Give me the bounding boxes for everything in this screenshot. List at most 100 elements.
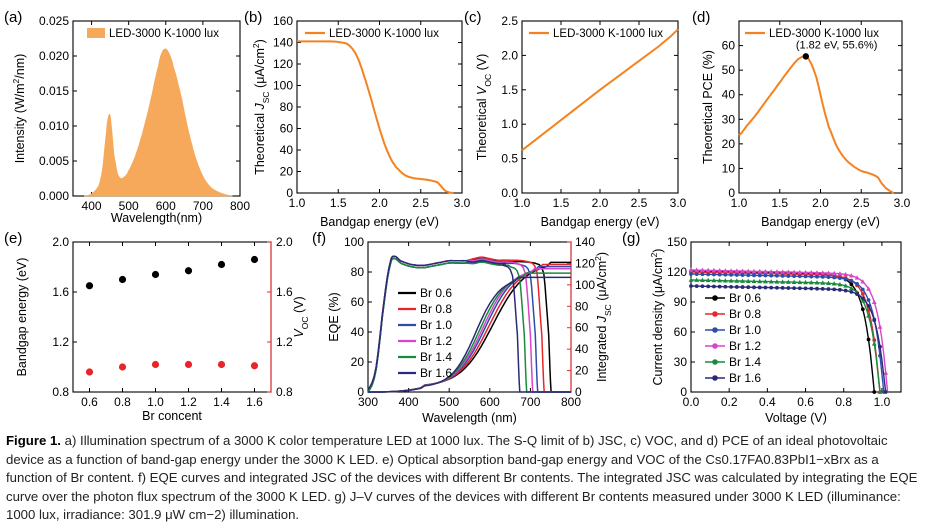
jv-marker xyxy=(849,278,854,283)
jv-marker xyxy=(826,287,831,291)
jv-marker xyxy=(860,292,865,296)
y-tick-label: 0 xyxy=(286,186,293,200)
y-tick-label: 80 xyxy=(280,100,294,114)
jv-marker xyxy=(803,286,808,291)
x-axis-label: Wavelength (nm) xyxy=(422,411,517,425)
jv-marker xyxy=(786,286,791,290)
panel-c-letter: (c) xyxy=(464,9,482,26)
bandgap-point xyxy=(118,275,127,284)
y-axis-label: Theoretical PCE (%) xyxy=(701,50,715,164)
figure-label: Figure 1. xyxy=(6,433,61,448)
jv-marker xyxy=(734,285,739,289)
y-tick-label-right: 2.0 xyxy=(276,235,293,249)
y-tick-label: 1.6 xyxy=(52,285,69,299)
y-tick-label-right: 140 xyxy=(575,235,595,249)
jv-marker xyxy=(855,281,859,286)
y-tick-label: 1.5 xyxy=(501,83,518,97)
panel-a: (a) 400 500 600 700 800 0.000 0.005 0.010 0.015 0… xyxy=(4,9,250,225)
y-tick-label: 2.0 xyxy=(501,48,518,62)
panel-e: (e) 0.6 0.8 1.0 1.2 1.4 1.6 0.8 1.2 1.6 2.0 0.8 1.2… xyxy=(4,230,310,423)
legend-marker xyxy=(712,311,718,317)
y-tick-label-right: 80 xyxy=(575,299,589,313)
x-tick-label: 1.0 xyxy=(289,196,306,210)
jv-marker xyxy=(877,389,883,394)
jv-marker xyxy=(689,284,693,288)
jv-marker xyxy=(757,285,762,290)
legend-marker xyxy=(712,343,718,349)
x-tick-label: 3.0 xyxy=(894,196,911,210)
jv-curve xyxy=(691,273,885,393)
legend-label: Br 0.8 xyxy=(420,302,452,316)
jv-marker xyxy=(700,284,705,289)
x-tick-label: 0.0 xyxy=(683,395,700,409)
jv-marker xyxy=(820,270,826,275)
y-tick-label: 2.5 xyxy=(501,14,518,28)
legend-label: Br 0.8 xyxy=(729,307,761,321)
x-tick-label: 3.0 xyxy=(454,196,471,210)
voc-point xyxy=(217,360,226,369)
jv-marker xyxy=(826,270,831,275)
y-tick-label: 0 xyxy=(680,385,687,399)
jv-marker xyxy=(729,284,733,289)
jv-marker xyxy=(826,275,831,280)
jv-marker xyxy=(792,274,796,279)
panel-g-letter: (g) xyxy=(622,230,640,247)
integrated-jsc-curve xyxy=(368,272,571,393)
y-axis-label-right: Integrated JSC (μA/cm2) xyxy=(593,252,613,382)
x-tick-label: 800 xyxy=(230,199,250,213)
panel-e-letter: (e) xyxy=(4,230,22,247)
x-tick-label: 2.0 xyxy=(371,196,388,210)
panel-a-letter: (a) xyxy=(4,9,22,26)
legend-label: LED-3000 K-1000 lux xyxy=(769,28,879,40)
x-tick-label: 700 xyxy=(193,199,213,213)
bandgap-point xyxy=(85,282,94,290)
jv-marker xyxy=(711,277,717,283)
jv-marker xyxy=(815,274,819,279)
jv-marker xyxy=(803,274,808,279)
y-tick-label: 40 xyxy=(280,143,294,157)
jv-marker xyxy=(797,286,802,291)
y-axis-label-right: VOC (V) xyxy=(292,296,310,337)
y-tick-label: 40 xyxy=(722,88,736,102)
jv-marker xyxy=(815,286,819,291)
jv-marker xyxy=(843,277,848,281)
eqe-curve xyxy=(367,255,571,393)
y-tick-label: 60 xyxy=(351,295,365,309)
bandgap-point xyxy=(151,270,160,279)
y-tick-label: 0 xyxy=(357,385,364,399)
jv-marker xyxy=(700,267,705,273)
jv-marker xyxy=(728,268,734,273)
eqe-curve xyxy=(367,257,571,393)
y-tick-label: 0.015 xyxy=(39,84,69,98)
y-tick-label-right: 120 xyxy=(575,256,595,270)
y-tick-label: 160 xyxy=(273,14,293,28)
x-axis-label: Br concent xyxy=(142,409,202,423)
y-tick-label: 60 xyxy=(722,39,736,53)
y-tick-label: 0.0 xyxy=(501,186,518,200)
jv-marker xyxy=(757,273,762,278)
jv-marker xyxy=(849,282,854,287)
jv-marker xyxy=(832,287,837,292)
jv-marker xyxy=(734,278,740,283)
y-tick-label: 10 xyxy=(722,161,736,175)
x-tick-label: 600 xyxy=(156,199,176,213)
x-tick-label: 1.0 xyxy=(731,196,748,210)
panel-f-letter: (f) xyxy=(312,230,326,247)
jv-marker xyxy=(752,285,756,290)
jv-marker xyxy=(826,280,831,286)
panel-b-letter: (b) xyxy=(244,9,262,26)
jv-marker xyxy=(763,268,768,274)
jv-marker xyxy=(780,279,786,284)
y-axis-label: EQE (%) xyxy=(327,292,341,341)
jv-marker xyxy=(717,284,722,289)
plot-frame xyxy=(72,241,272,393)
legend-marker xyxy=(712,359,718,365)
jv-marker xyxy=(746,273,751,278)
legend-label: Br 1.0 xyxy=(729,323,761,337)
jv-marker xyxy=(751,278,757,284)
jv-marker xyxy=(791,279,797,284)
jv-marker xyxy=(797,274,802,279)
jv-marker xyxy=(711,267,717,273)
jv-marker xyxy=(740,278,745,283)
x-tick-label: 0.6 xyxy=(81,395,98,409)
